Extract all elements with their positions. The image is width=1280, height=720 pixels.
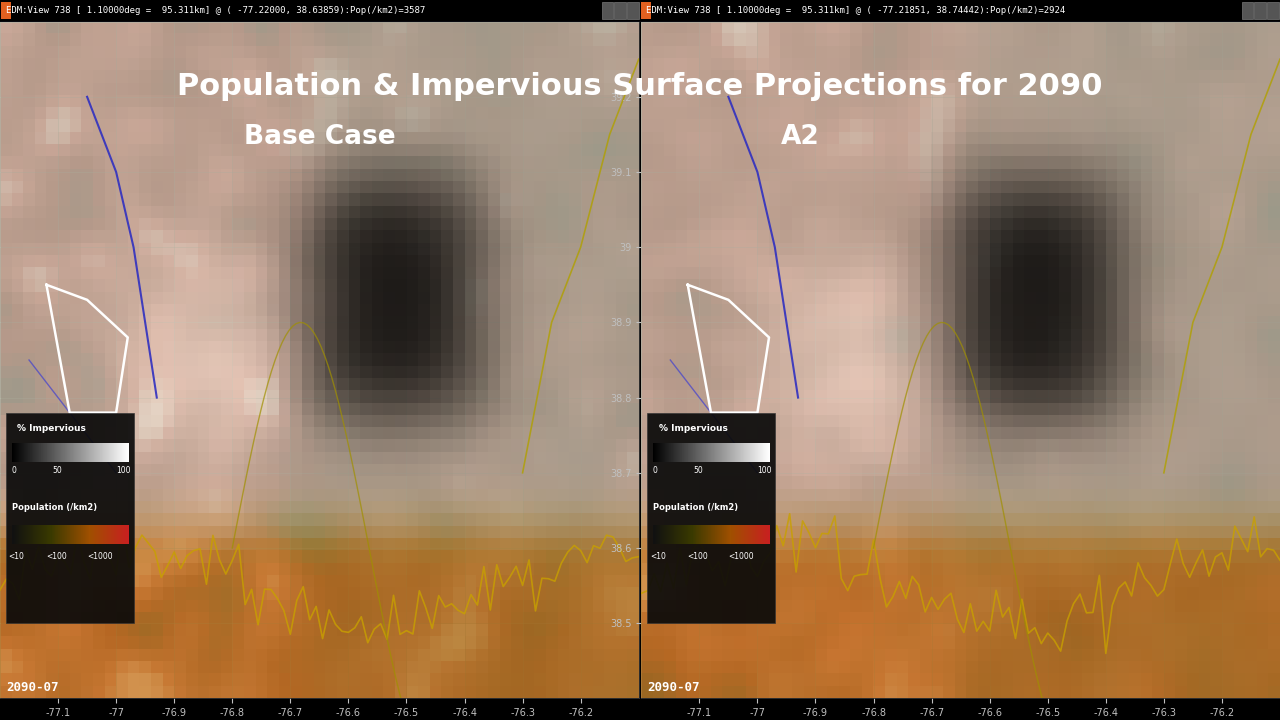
Text: 100: 100 [116,466,131,474]
Text: <100: <100 [46,552,68,562]
Text: <1000: <1000 [728,552,754,562]
Text: 100: 100 [758,466,772,474]
Text: Population (/km2): Population (/km2) [12,503,97,513]
Text: % Impervious: % Impervious [18,424,86,433]
Text: 50: 50 [52,466,61,474]
Text: % Impervious: % Impervious [659,424,727,433]
Text: 2090-07: 2090-07 [6,681,59,694]
Bar [614,2,626,19]
Text: 50: 50 [694,466,703,474]
Text: <1000: <1000 [87,552,113,562]
Text: <100: <100 [687,552,709,562]
Text: 0: 0 [12,466,17,474]
Bar [1254,2,1266,19]
Text: <10: <10 [650,552,666,562]
Text: EDM:View 738 [ 1.10000deg =  95.311km] @ ( -77.21851, 38.74442):Pop(/km2)=2924: EDM:View 738 [ 1.10000deg = 95.311km] @ … [646,6,1066,15]
Text: 0: 0 [653,466,658,474]
FancyBboxPatch shape [6,413,133,624]
Text: 2090-07: 2090-07 [648,681,700,694]
Bar [1,2,10,19]
Text: Population & Impervious Surface Projections for 2090: Population & Impervious Surface Projecti… [177,72,1103,101]
Text: Population (/km2): Population (/km2) [653,503,739,513]
Text: A2: A2 [781,124,819,150]
Bar [1242,2,1253,19]
Bar [1267,2,1279,19]
Text: <10: <10 [9,552,24,562]
Bar [627,2,639,19]
Bar [602,2,613,19]
Text: EDM:View 738 [ 1.10000deg =  95.311km] @ ( -77.22000, 38.63859):Pop(/km2)=3587: EDM:View 738 [ 1.10000deg = 95.311km] @ … [6,6,426,15]
Text: Base Case: Base Case [244,124,396,150]
FancyBboxPatch shape [648,413,774,624]
Bar [641,2,652,19]
